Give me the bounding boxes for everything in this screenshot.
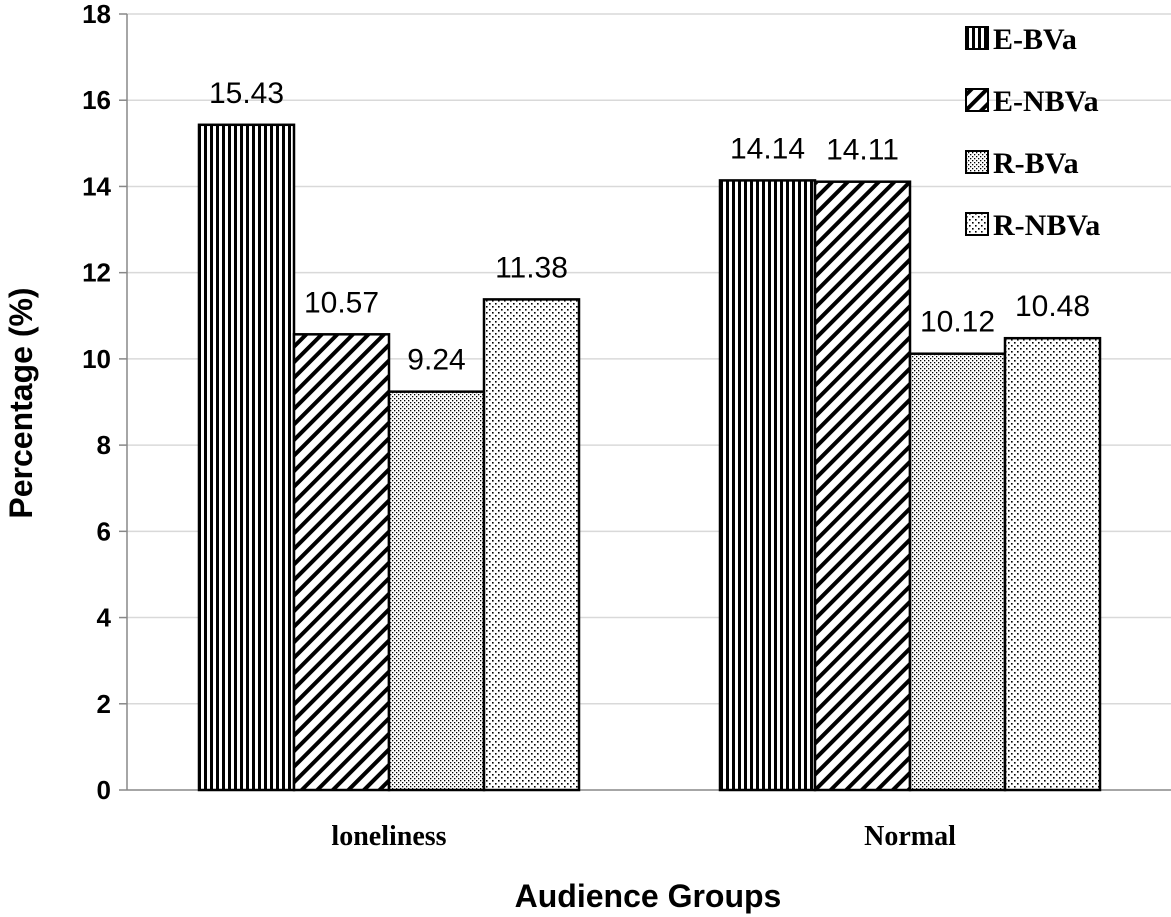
data-label: 14.14 bbox=[730, 132, 805, 165]
y-tick-label: 2 bbox=[97, 689, 111, 719]
legend-item-r-nbva: R-NBVa bbox=[965, 209, 1100, 242]
bar-loneliness-r-nbva bbox=[482, 298, 581, 792]
legend-label: E-NBVa bbox=[993, 85, 1099, 118]
category-labels: loneliness Normal bbox=[331, 821, 956, 852]
bars bbox=[197, 123, 1102, 792]
data-label: 14.11 bbox=[826, 134, 899, 167]
x-axis-title: Audience Groups bbox=[515, 878, 782, 914]
legend-label: R-NBVa bbox=[993, 209, 1100, 242]
legend-swatch bbox=[965, 212, 989, 236]
bar-normal-e-nbva bbox=[813, 180, 912, 792]
bar-normal-r-bva bbox=[908, 352, 1007, 792]
y-tick-label: 6 bbox=[97, 516, 111, 546]
legend-label: E-BVa bbox=[993, 23, 1077, 56]
y-tick-labels: 0 2 4 6 8 10 12 14 16 18 bbox=[82, 0, 111, 805]
data-label: 10.57 bbox=[304, 286, 379, 319]
bar-normal-r-nbva bbox=[1003, 336, 1102, 792]
y-tick-label: 10 bbox=[82, 344, 111, 374]
bar-normal-e-bva bbox=[718, 179, 817, 792]
data-label: 10.12 bbox=[920, 306, 995, 339]
data-label: 10.48 bbox=[1015, 290, 1090, 323]
y-tick-label: 16 bbox=[82, 85, 111, 115]
y-tick-label: 4 bbox=[97, 603, 112, 633]
bar-loneliness-r-bva bbox=[387, 390, 486, 792]
data-label: 15.43 bbox=[209, 77, 284, 110]
legend-label: R-BVa bbox=[993, 147, 1079, 180]
y-tick-label: 18 bbox=[82, 0, 111, 29]
data-labels: 15.43 10.57 9.24 11.38 14.14 14.11 10.12 10.48 bbox=[209, 77, 1090, 377]
y-tick-label: 12 bbox=[82, 258, 111, 288]
legend-item-e-bva: E-BVa bbox=[965, 23, 1077, 56]
bar-loneliness-e-nbva bbox=[292, 333, 391, 792]
category-label: Normal bbox=[864, 821, 956, 852]
legend: E-BVa E-NBVa R-BVa R-NBVa bbox=[965, 23, 1100, 242]
data-label: 11.38 bbox=[495, 251, 568, 284]
y-axis-title: Percentage (%) bbox=[3, 287, 39, 518]
data-label: 9.24 bbox=[407, 344, 465, 377]
legend-swatch bbox=[965, 88, 989, 112]
category-label: loneliness bbox=[331, 821, 446, 852]
legend-swatch bbox=[965, 150, 989, 174]
y-tick-label: 0 bbox=[97, 775, 111, 805]
legend-swatch bbox=[965, 26, 989, 50]
y-tick-label: 14 bbox=[82, 171, 111, 201]
legend-item-e-nbva: E-NBVa bbox=[965, 85, 1099, 118]
legend-item-r-bva: R-BVa bbox=[965, 147, 1079, 180]
y-tick-label: 8 bbox=[97, 430, 111, 460]
bar-loneliness-e-bva bbox=[197, 123, 296, 792]
